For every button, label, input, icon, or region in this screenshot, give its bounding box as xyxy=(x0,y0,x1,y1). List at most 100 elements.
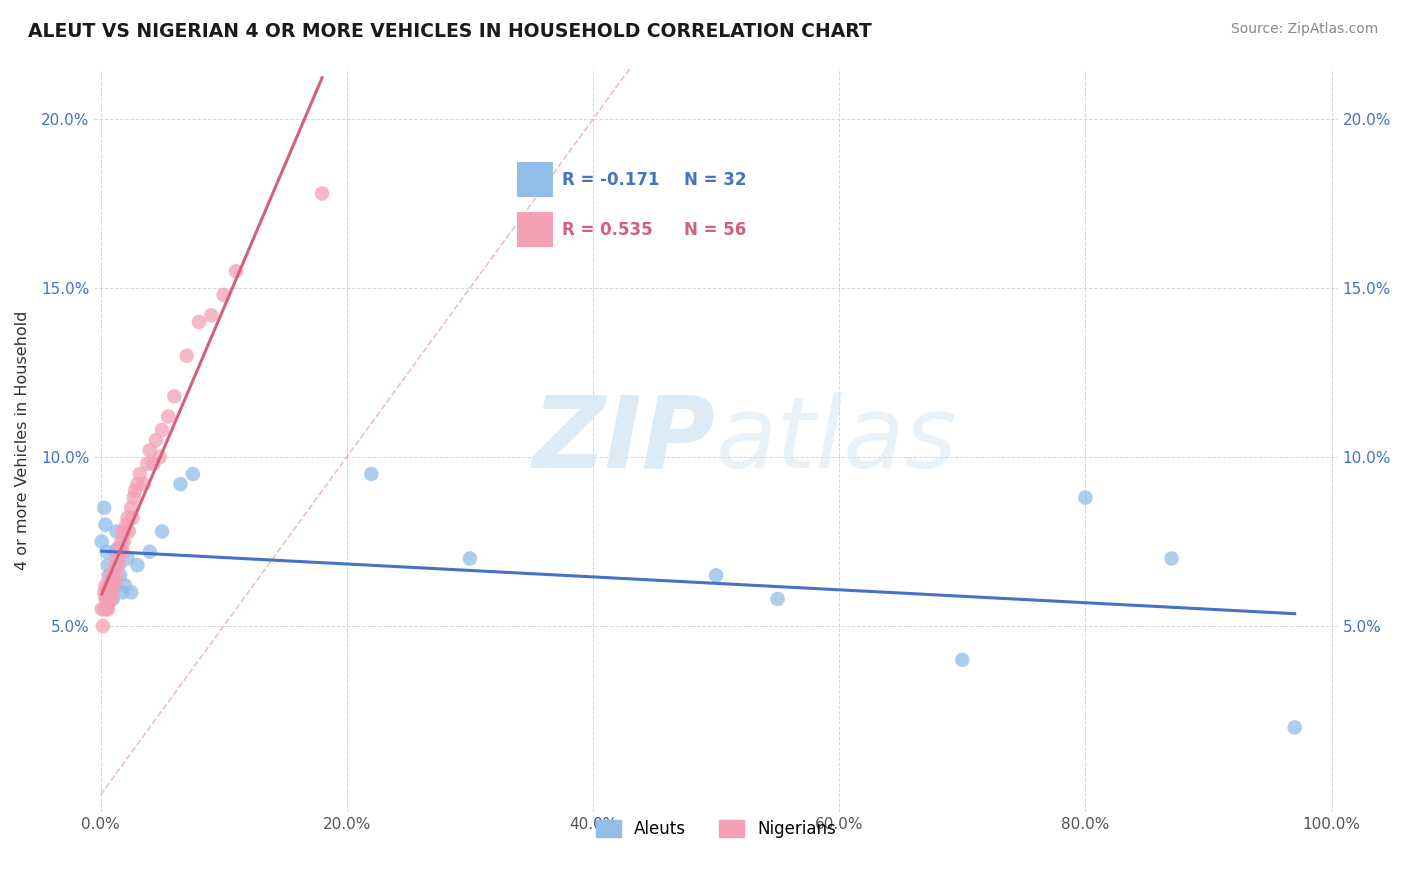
Point xyxy=(100,585,122,599)
Point xyxy=(93,602,115,616)
Point xyxy=(200,308,222,322)
Point xyxy=(90,602,112,616)
Point xyxy=(139,545,162,559)
Point xyxy=(94,578,117,592)
Point xyxy=(1284,720,1306,734)
Point xyxy=(117,551,139,566)
Point xyxy=(169,477,191,491)
Point xyxy=(108,541,131,556)
Point xyxy=(115,517,138,532)
Point xyxy=(225,264,247,278)
Point xyxy=(114,524,136,539)
Point xyxy=(360,467,382,481)
Point xyxy=(101,585,124,599)
Point xyxy=(139,443,162,458)
Text: atlas: atlas xyxy=(716,392,957,489)
Point xyxy=(108,568,131,582)
Point xyxy=(127,477,149,491)
Point xyxy=(96,602,118,616)
Text: Source: ZipAtlas.com: Source: ZipAtlas.com xyxy=(1230,22,1378,37)
Point xyxy=(766,592,789,607)
Point xyxy=(950,653,973,667)
Point xyxy=(105,524,128,539)
Point xyxy=(120,500,142,515)
Point xyxy=(93,585,115,599)
Text: N = 56: N = 56 xyxy=(683,221,747,239)
Point xyxy=(150,524,173,539)
Point xyxy=(176,349,198,363)
Point xyxy=(118,524,141,539)
Point xyxy=(105,551,128,566)
Point xyxy=(111,585,134,599)
Point xyxy=(120,585,142,599)
Text: R = -0.171: R = -0.171 xyxy=(562,171,659,189)
Point xyxy=(124,483,146,498)
Point xyxy=(90,534,112,549)
Point xyxy=(107,558,129,573)
Point xyxy=(93,500,115,515)
Point xyxy=(212,288,235,302)
Point xyxy=(96,592,118,607)
Point xyxy=(104,558,127,573)
Point xyxy=(107,541,129,556)
Point xyxy=(704,568,727,582)
Point xyxy=(98,575,121,590)
Point xyxy=(142,457,165,471)
Point xyxy=(100,592,122,607)
Point xyxy=(157,409,180,424)
Point xyxy=(1074,491,1097,505)
Point xyxy=(136,457,159,471)
Legend: Aleuts, Nigerians: Aleuts, Nigerians xyxy=(589,813,844,845)
Point xyxy=(188,315,211,329)
Point xyxy=(105,568,128,582)
Point xyxy=(98,595,121,609)
Point xyxy=(311,186,333,201)
Point xyxy=(111,545,134,559)
Point xyxy=(96,545,118,559)
Point xyxy=(97,585,120,599)
Point xyxy=(149,450,172,464)
Point xyxy=(117,511,139,525)
Point xyxy=(101,568,124,582)
Point xyxy=(127,558,149,573)
FancyBboxPatch shape xyxy=(516,162,554,197)
Text: R = 0.535: R = 0.535 xyxy=(562,221,652,239)
Text: N = 32: N = 32 xyxy=(683,171,747,189)
Point xyxy=(97,602,120,616)
FancyBboxPatch shape xyxy=(516,212,554,247)
Point xyxy=(145,433,167,447)
Point xyxy=(98,585,121,599)
Point xyxy=(108,545,131,559)
Point xyxy=(98,578,121,592)
Point xyxy=(114,578,136,592)
Point xyxy=(91,619,114,633)
Point xyxy=(1160,551,1182,566)
Point xyxy=(94,592,117,607)
Point xyxy=(103,578,125,592)
Point xyxy=(97,558,120,573)
Point xyxy=(163,389,186,403)
Point xyxy=(458,551,481,566)
Point xyxy=(108,551,131,566)
Point xyxy=(112,534,135,549)
Point xyxy=(121,511,143,525)
Point xyxy=(110,534,132,549)
Y-axis label: 4 or more Vehicles in Household: 4 or more Vehicles in Household xyxy=(15,310,30,570)
Point xyxy=(132,477,155,491)
Text: ZIP: ZIP xyxy=(533,392,716,489)
Point xyxy=(150,423,173,437)
Point xyxy=(94,517,117,532)
Point xyxy=(111,524,134,539)
Point xyxy=(181,467,204,481)
Point xyxy=(122,491,145,505)
Point xyxy=(98,568,121,582)
Point xyxy=(103,575,125,590)
Point xyxy=(104,545,127,559)
Point xyxy=(98,568,121,582)
Point xyxy=(108,558,131,573)
Text: ALEUT VS NIGERIAN 4 OR MORE VEHICLES IN HOUSEHOLD CORRELATION CHART: ALEUT VS NIGERIAN 4 OR MORE VEHICLES IN … xyxy=(28,22,872,41)
Point xyxy=(101,592,124,607)
Point xyxy=(129,467,152,481)
Point xyxy=(104,575,127,590)
Point xyxy=(100,575,122,590)
